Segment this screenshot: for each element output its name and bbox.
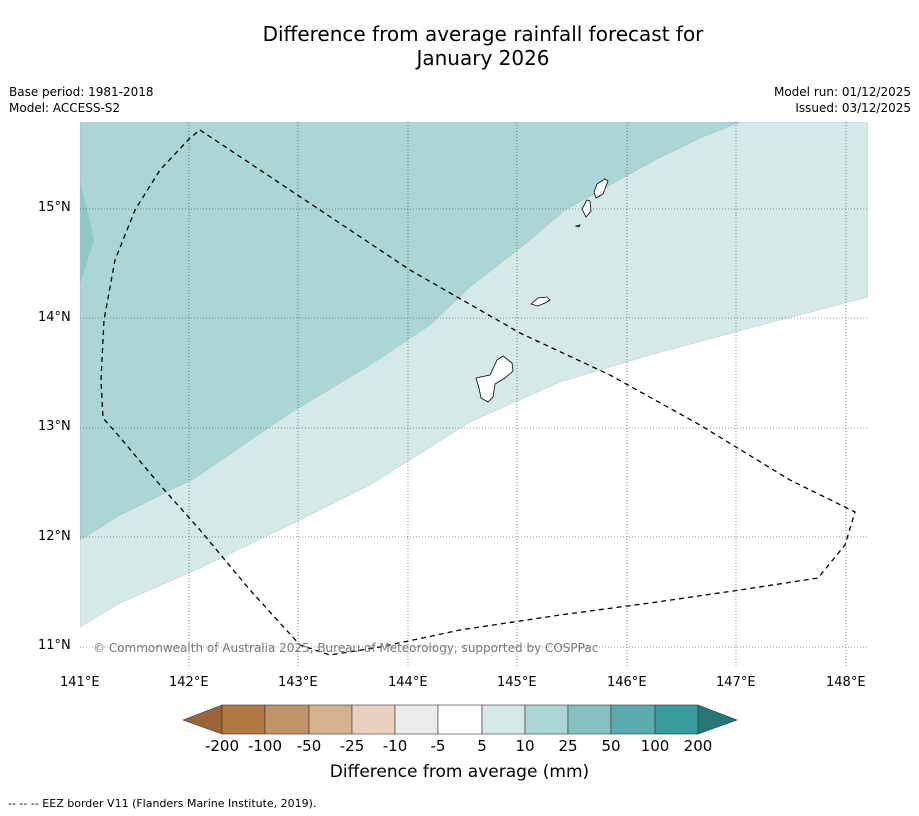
anomaly-band-25-50 bbox=[80, 180, 94, 285]
eez-border bbox=[100, 129, 856, 656]
issued-date: Issued: 03/12/2025 bbox=[795, 101, 911, 115]
cb-seg-8 bbox=[524, 704, 569, 735]
lon-label: 146°E bbox=[607, 675, 647, 690]
lat-label: 12°N bbox=[38, 529, 71, 544]
base-period: Base period: 1981-2018 bbox=[9, 85, 154, 99]
map-title: Difference from average rainfall forecas… bbox=[0, 22, 919, 70]
meta-right: Model run: 01/12/2025 Issued: 03/12/2025 bbox=[774, 84, 911, 116]
colorbar-label: -25 bbox=[339, 737, 365, 755]
lon-label: 147°E bbox=[716, 675, 756, 690]
colorbar-label: 10 bbox=[515, 737, 535, 755]
colorbar-label: 25 bbox=[558, 737, 578, 755]
model-name: Model: ACCESS-S2 bbox=[9, 101, 121, 115]
anomaly-band-10-25 bbox=[80, 122, 741, 541]
lon-label: 148°E bbox=[826, 675, 866, 690]
cb-seg-9 bbox=[567, 704, 612, 735]
colorbar-label: -200 bbox=[204, 737, 240, 755]
lon-label: 144°E bbox=[388, 675, 428, 690]
meta-left: Base period: 1981-2018 Model: ACCESS-S2 bbox=[9, 84, 154, 116]
gridlines bbox=[80, 122, 868, 668]
colorbar bbox=[182, 704, 738, 735]
model-run: Model run: 01/12/2025 bbox=[773, 85, 911, 99]
lat-label: 11°N bbox=[38, 638, 71, 653]
cb-seg-2 bbox=[264, 704, 310, 735]
title-line-2: January 2026 bbox=[416, 46, 550, 70]
colorbar-label: 100 bbox=[640, 737, 670, 755]
map-area bbox=[80, 122, 868, 668]
island-rota bbox=[530, 296, 551, 307]
colorbar-label: 5 bbox=[477, 737, 487, 755]
eez-footnote: -- -- -- EEZ border V11 (Flanders Marine… bbox=[8, 797, 317, 810]
colorbar-title: Difference from average (mm) bbox=[329, 762, 590, 782]
copyright-notice: © Commonwealth of Australia 2025, Bureau… bbox=[93, 641, 599, 655]
colorbar-over-arrow bbox=[697, 704, 738, 735]
colorbar-label: -50 bbox=[296, 737, 322, 755]
cb-seg-3 bbox=[308, 704, 353, 735]
islands bbox=[475, 178, 609, 403]
lon-label: 141°E bbox=[60, 675, 100, 690]
lon-label: 145°E bbox=[497, 675, 537, 690]
island-tinian bbox=[581, 199, 592, 218]
cb-seg-7 bbox=[481, 704, 526, 735]
title-line-1: Difference from average rainfall forecas… bbox=[262, 22, 704, 46]
island-guam bbox=[475, 355, 514, 403]
island-aguijan bbox=[574, 224, 581, 228]
lon-label: 143°E bbox=[278, 675, 318, 690]
colorbar-label: -5 bbox=[430, 737, 446, 755]
lat-label: 14°N bbox=[38, 310, 71, 325]
cb-seg-1 bbox=[221, 704, 266, 735]
colorbar-label: -100 bbox=[247, 737, 283, 755]
lon-label: 142°E bbox=[169, 675, 209, 690]
colorbar-under-arrow bbox=[182, 704, 223, 735]
cb-seg-5 bbox=[394, 704, 439, 735]
colorbar-label: -10 bbox=[382, 737, 408, 755]
colorbar-label: 200 bbox=[683, 737, 713, 755]
island-saipan bbox=[593, 178, 609, 199]
cb-seg-11 bbox=[654, 704, 699, 735]
cb-seg-6 bbox=[437, 704, 483, 735]
cb-seg-10 bbox=[610, 704, 656, 735]
cb-seg-4 bbox=[351, 704, 396, 735]
colorbar-label: 50 bbox=[601, 737, 621, 755]
lat-label: 13°N bbox=[38, 419, 71, 434]
lat-label: 15°N bbox=[38, 200, 71, 215]
